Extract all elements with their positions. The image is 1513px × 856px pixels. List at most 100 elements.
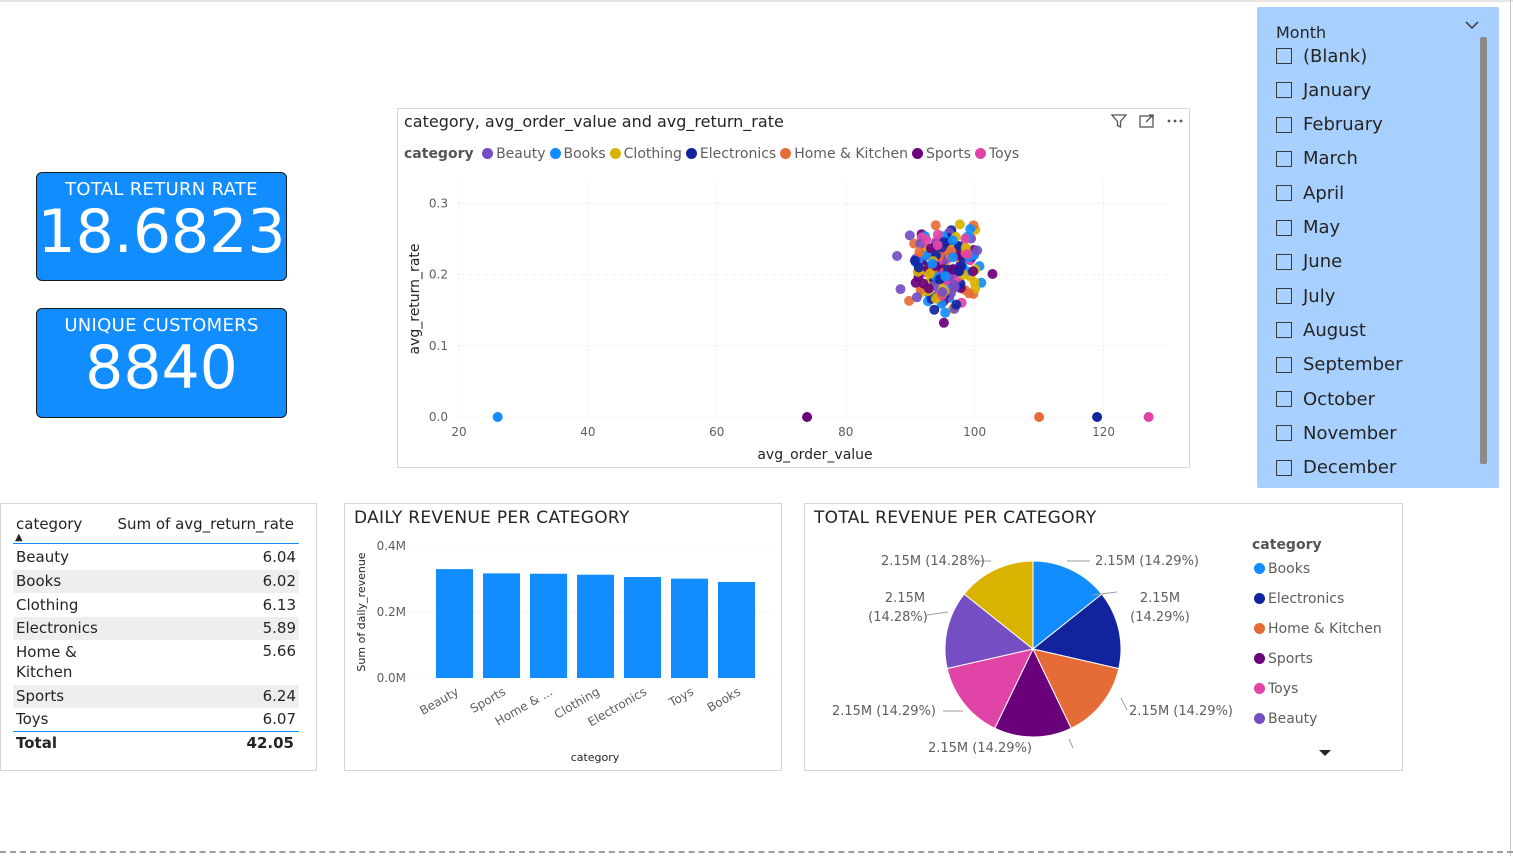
scatter-point[interactable]	[914, 247, 925, 258]
scatter-point[interactable]	[968, 266, 979, 277]
scatter-point[interactable]	[909, 255, 920, 266]
filter-icon[interactable]	[1110, 113, 1128, 129]
scatter-point[interactable]	[1092, 412, 1103, 422]
scatter-point[interactable]	[938, 317, 949, 328]
scatter-point[interactable]	[904, 230, 915, 241]
slicer-scrollbar[interactable]	[1480, 37, 1487, 464]
chevron-down-icon[interactable]	[1465, 20, 1479, 30]
table-row[interactable]: Sports 6.24	[13, 685, 299, 708]
scatter-point[interactable]	[930, 220, 941, 231]
slicer-item-november[interactable]: November	[1276, 420, 1397, 446]
bar[interactable]	[530, 573, 567, 678]
legend-item[interactable]: Books	[549, 146, 606, 162]
scatter-point[interactable]	[951, 299, 962, 310]
legend-item[interactable]: Books	[1254, 561, 1310, 577]
slicer-item-june[interactable]: June	[1276, 249, 1342, 275]
scatter-point[interactable]	[1034, 412, 1045, 422]
table-header-category[interactable]: category	[16, 515, 83, 533]
table-row[interactable]: Clothing 6.13	[13, 594, 299, 617]
scatter-point[interactable]	[940, 307, 951, 318]
checkbox[interactable]	[1276, 322, 1292, 339]
slicer-item-may[interactable]: May	[1276, 215, 1340, 241]
bar[interactable]	[624, 577, 661, 678]
scatter-visual[interactable]: category, avg_order_value and avg_return…	[397, 108, 1190, 468]
checkbox[interactable]	[1276, 253, 1292, 270]
scatter-point[interactable]	[965, 224, 976, 234]
legend-item[interactable]: Sports	[912, 146, 971, 162]
legend-item[interactable]: Home & Kitchen	[1254, 621, 1382, 637]
scatter-point[interactable]	[987, 269, 998, 279]
checkbox[interactable]	[1276, 219, 1292, 236]
scatter-point[interactable]	[911, 292, 922, 303]
pie-slice[interactable]	[1032, 560, 1103, 651]
checkbox[interactable]	[1276, 116, 1292, 133]
scatter-point[interactable]	[937, 287, 948, 297]
slicer-item-december[interactable]: December	[1276, 455, 1396, 481]
scatter-point[interactable]	[972, 245, 983, 256]
legend-item[interactable]: Toys	[1254, 681, 1298, 697]
pie-slice[interactable]	[1032, 648, 1120, 729]
slicer-item-august[interactable]: August	[1276, 317, 1366, 343]
legend-scroll-down-icon[interactable]	[1318, 748, 1332, 758]
scatter-point[interactable]	[802, 412, 813, 422]
checkbox[interactable]	[1276, 150, 1292, 167]
checkbox[interactable]	[1276, 48, 1292, 64]
checkbox[interactable]	[1276, 185, 1292, 202]
legend-item[interactable]: Electronics	[685, 146, 776, 162]
pie-slice[interactable]	[946, 648, 1034, 729]
table-row[interactable]: Beauty 6.04	[13, 546, 299, 569]
scatter-point[interactable]	[954, 219, 965, 230]
scatter-point[interactable]	[904, 295, 915, 306]
pie-slice[interactable]	[963, 560, 1034, 651]
bar[interactable]	[718, 581, 755, 678]
slicer-item-january[interactable]: January	[1276, 77, 1371, 103]
pie-slice[interactable]	[944, 593, 1035, 670]
slicer-item-february[interactable]: February	[1276, 112, 1383, 138]
scatter-point[interactable]	[932, 229, 943, 240]
slicer-item-march[interactable]: March	[1276, 146, 1358, 172]
kpi-card-total-return-rate[interactable]: TOTAL RETURN RATE 18.6823	[36, 172, 287, 281]
legend-item[interactable]: Beauty	[482, 146, 546, 162]
slicer-item-july[interactable]: July	[1276, 283, 1335, 309]
month-slicer[interactable]: Month (Blank) January February March April Ma…	[1257, 7, 1499, 488]
legend-item[interactable]: Beauty	[1254, 711, 1317, 727]
bar[interactable]	[577, 574, 614, 678]
bar[interactable]	[671, 578, 708, 678]
legend-item[interactable]: Electronics	[1254, 591, 1344, 607]
scatter-point[interactable]	[964, 288, 975, 299]
scatter-point[interactable]	[927, 258, 938, 269]
scatter-point[interactable]	[960, 233, 971, 244]
checkbox[interactable]	[1276, 425, 1292, 442]
table-row[interactable]: Books 6.02	[13, 570, 299, 593]
scatter-point[interactable]	[895, 284, 906, 295]
scatter-point[interactable]	[492, 412, 503, 422]
scatter-point[interactable]	[947, 235, 958, 246]
scatter-point[interactable]	[940, 271, 951, 282]
table-row[interactable]: Toys 6.07	[13, 708, 299, 731]
focus-mode-icon[interactable]	[1138, 113, 1156, 129]
scatter-point[interactable]	[962, 249, 973, 260]
table-row[interactable]: Home & Kitchen 5.66	[13, 640, 299, 685]
bar[interactable]	[436, 569, 473, 678]
checkbox[interactable]	[1276, 82, 1292, 99]
pie-visual[interactable]: TOTAL REVENUE PER CATEGORY 2.15M (14.29%…	[804, 503, 1403, 771]
table-row[interactable]: Electronics 5.89	[13, 617, 299, 640]
scatter-point[interactable]	[949, 281, 960, 292]
pie-slice[interactable]	[1031, 593, 1122, 670]
table-header-value[interactable]: Sum of avg_return_rate	[117, 515, 294, 533]
scatter-point[interactable]	[932, 240, 943, 251]
more-options-icon[interactable]	[1166, 113, 1184, 129]
bar-visual[interactable]: DAILY REVENUE PER CATEGORY 0.0M 0.2M 0.4M B…	[344, 503, 782, 771]
scatter-point[interactable]	[923, 283, 934, 294]
scatter-point[interactable]	[948, 252, 958, 263]
checkbox[interactable]	[1276, 391, 1292, 407]
scatter-point[interactable]	[969, 277, 980, 288]
legend-item[interactable]: Home & Kitchen	[780, 146, 908, 162]
legend-item[interactable]: Toys	[974, 146, 1019, 162]
return-rate-table[interactable]: category ▲ Sum of avg_return_rate Beauty…	[0, 503, 317, 771]
checkbox[interactable]	[1276, 459, 1292, 476]
scatter-point[interactable]	[924, 268, 935, 279]
scatter-point[interactable]	[921, 234, 932, 245]
scatter-point[interactable]	[954, 266, 964, 277]
scatter-point[interactable]	[929, 304, 940, 315]
